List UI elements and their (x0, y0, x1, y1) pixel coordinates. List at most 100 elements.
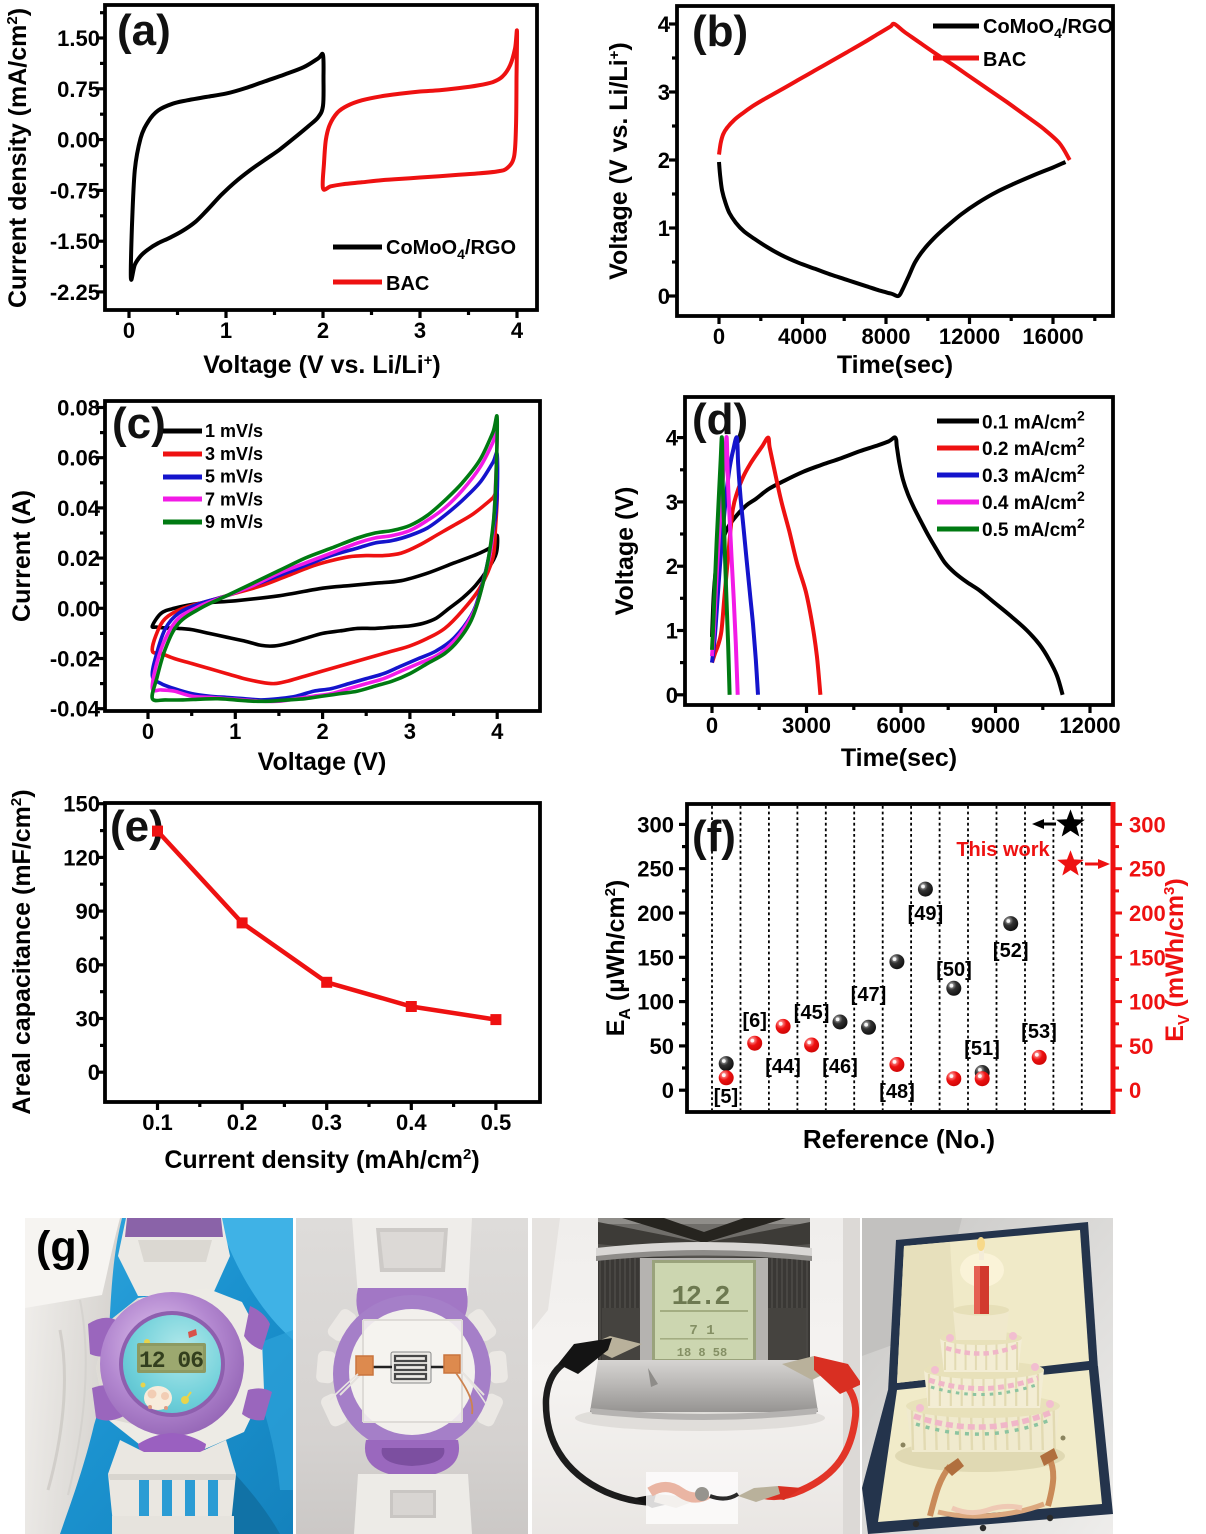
svg-text:90: 90 (76, 899, 100, 924)
svg-text:3: 3 (658, 80, 670, 105)
svg-text:300: 300 (637, 812, 674, 837)
svg-text:CoMoO4/RGO: CoMoO4/RGO (386, 237, 516, 262)
svg-text:0.08: 0.08 (57, 396, 100, 421)
svg-text:3: 3 (414, 318, 426, 343)
svg-text:Voltage (V vs. Li/Li+): Voltage (V vs. Li/Li+) (605, 42, 633, 280)
svg-text:0.2 mA/cm2: 0.2 mA/cm2 (982, 434, 1085, 460)
svg-text:Voltage (V): Voltage (V) (258, 748, 387, 776)
svg-text:150: 150 (1129, 945, 1166, 970)
svg-text:1: 1 (229, 719, 241, 744)
svg-text:0.02: 0.02 (57, 546, 100, 571)
svg-text:[49]: [49] (908, 903, 944, 925)
svg-text:-0.75: -0.75 (50, 178, 100, 203)
svg-text:[52]: [52] (993, 940, 1029, 962)
svg-text:2: 2 (666, 554, 678, 579)
svg-text:4: 4 (666, 426, 679, 451)
svg-text:16000: 16000 (1022, 324, 1083, 349)
svg-text:0.5: 0.5 (481, 1110, 512, 1135)
svg-text:[44]: [44] (765, 1056, 801, 1078)
svg-text:60: 60 (76, 953, 100, 978)
svg-text:(a): (a) (117, 6, 171, 55)
svg-text:50: 50 (1129, 1034, 1153, 1059)
svg-text:-0.04: -0.04 (50, 697, 101, 722)
svg-text:BAC: BAC (983, 49, 1026, 71)
svg-text:18 8 58: 18 8 58 (677, 1346, 727, 1360)
svg-text:7 1: 7 1 (689, 1323, 714, 1339)
svg-text:30: 30 (76, 1007, 100, 1032)
svg-text:(d): (d) (692, 395, 748, 444)
svg-text:3000: 3000 (782, 713, 831, 738)
svg-text:150: 150 (63, 792, 100, 817)
svg-text:4: 4 (491, 719, 504, 744)
svg-text:4: 4 (658, 12, 671, 37)
svg-text:Current density (mA/cm2): Current density (mA/cm2) (4, 8, 32, 308)
svg-text:Areal capacitance (mF/cm2): Areal capacitance (mF/cm2) (8, 789, 36, 1114)
svg-text:0: 0 (88, 1060, 100, 1085)
svg-text:[51]: [51] (964, 1038, 1000, 1060)
svg-text:EA (µWh/cm2): EA (µWh/cm2) (603, 880, 634, 1037)
svg-text:8000: 8000 (862, 324, 911, 349)
svg-text:0.00: 0.00 (57, 596, 100, 621)
svg-text:Voltage (V vs. Li/Li+): Voltage (V vs. Li/Li+) (203, 351, 441, 379)
svg-text:300: 300 (1129, 812, 1166, 837)
svg-text:1: 1 (666, 619, 678, 644)
svg-text:[53]: [53] (1021, 1021, 1057, 1043)
svg-text:2: 2 (658, 148, 670, 173)
svg-text:9 mV/s: 9 mV/s (205, 512, 263, 532)
svg-text:BAC: BAC (386, 273, 429, 295)
svg-text:0: 0 (713, 324, 725, 349)
svg-text:7 mV/s: 7 mV/s (205, 489, 263, 509)
svg-text:250: 250 (637, 857, 674, 882)
svg-text:-2.25: -2.25 (50, 280, 100, 305)
svg-text:EV (mWh/cm3): EV (mWh/cm3) (1161, 878, 1193, 1041)
svg-text:0.06: 0.06 (57, 446, 100, 471)
svg-text:[5]: [5] (714, 1086, 738, 1108)
svg-text:0: 0 (662, 1078, 674, 1103)
svg-text:6000: 6000 (877, 713, 926, 738)
svg-text:100: 100 (1129, 990, 1166, 1015)
svg-text:(f): (f) (692, 812, 736, 861)
svg-text:0: 0 (1129, 1078, 1141, 1103)
svg-text:0.3: 0.3 (311, 1110, 342, 1135)
svg-text:5 mV/s: 5 mV/s (205, 467, 263, 487)
svg-text:Time(sec): Time(sec) (841, 744, 957, 772)
svg-text:3 mV/s: 3 mV/s (205, 444, 263, 464)
svg-text:120: 120 (63, 845, 100, 870)
svg-text:0.4: 0.4 (396, 1110, 427, 1135)
svg-text:0.04: 0.04 (57, 496, 101, 521)
svg-text:(c): (c) (112, 399, 166, 448)
svg-text:150: 150 (637, 945, 674, 970)
svg-text:0.5 mA/cm2: 0.5 mA/cm2 (982, 515, 1085, 541)
svg-text:0: 0 (706, 713, 718, 738)
svg-text:0.3 mA/cm2: 0.3 mA/cm2 (982, 461, 1085, 487)
svg-text:0.75: 0.75 (57, 77, 100, 102)
svg-text:0: 0 (123, 318, 135, 343)
svg-text:Current (A): Current (A) (8, 490, 36, 622)
svg-text:0: 0 (658, 284, 670, 309)
svg-text:0.1: 0.1 (142, 1110, 173, 1135)
svg-text:[46]: [46] (822, 1056, 858, 1078)
svg-text:2: 2 (317, 318, 329, 343)
svg-text:Current density (mAh/cm2): Current density (mAh/cm2) (164, 1146, 479, 1174)
svg-text:(g): (g) (36, 1223, 91, 1271)
svg-text:[47]: [47] (851, 984, 887, 1006)
svg-text:12000: 12000 (1059, 713, 1120, 738)
svg-text:[45]: [45] (794, 1002, 830, 1024)
svg-text:200: 200 (1129, 901, 1166, 926)
svg-text:[48]: [48] (879, 1081, 915, 1103)
svg-text:0.4 mA/cm2: 0.4 mA/cm2 (982, 488, 1085, 514)
svg-text:-1.50: -1.50 (50, 229, 100, 254)
svg-text:50: 50 (650, 1034, 674, 1059)
svg-text:1: 1 (220, 318, 232, 343)
svg-text:1 mV/s: 1 mV/s (205, 421, 263, 441)
svg-text:[6]: [6] (742, 1010, 766, 1032)
svg-text:Voltage (V): Voltage (V) (611, 487, 639, 616)
svg-text:0.2: 0.2 (227, 1110, 258, 1135)
svg-text:100: 100 (637, 990, 674, 1015)
svg-text:9000: 9000 (971, 713, 1020, 738)
svg-text:Time(sec): Time(sec) (837, 351, 953, 379)
svg-text:1: 1 (658, 216, 670, 241)
svg-text:0: 0 (666, 683, 678, 708)
svg-text:0.00: 0.00 (57, 128, 100, 153)
svg-text:4: 4 (511, 318, 524, 343)
